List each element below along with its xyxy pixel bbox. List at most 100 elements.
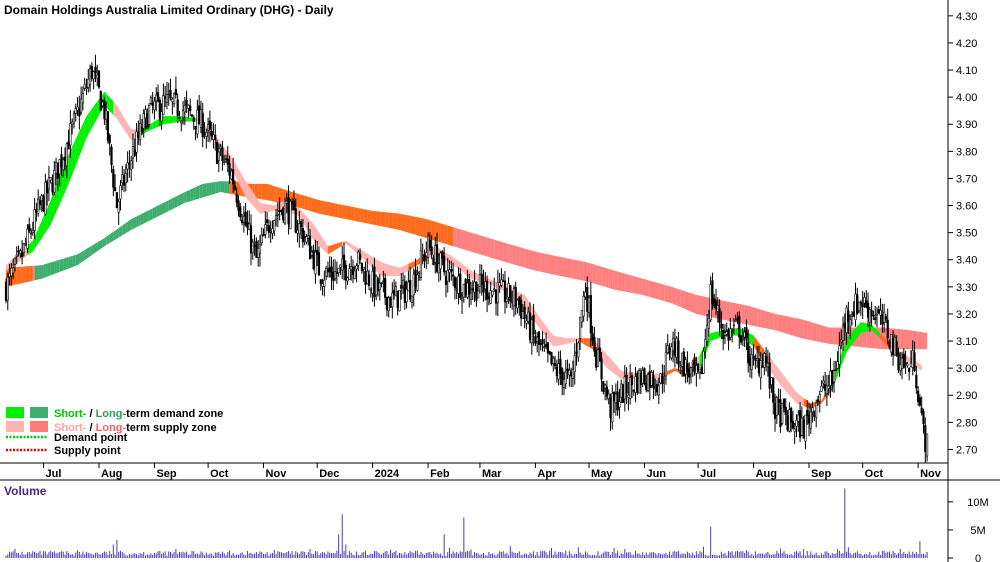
candle-body: [879, 309, 882, 316]
long-term-zone-segment: [834, 327, 836, 345]
candle-body: [51, 182, 54, 193]
short-term-zone-segment: [41, 216, 44, 239]
long-term-zone-segment: [533, 251, 536, 271]
candle-body: [326, 269, 330, 273]
candle-body: [612, 391, 616, 401]
long-term-zone-segment: [43, 264, 46, 278]
candle-body: [756, 358, 759, 362]
candle-body: [369, 289, 372, 292]
candle-body: [20, 252, 24, 258]
candle-body: [335, 271, 338, 275]
long-term-zone-segment: [485, 237, 488, 257]
volume-tick-label: 0: [975, 553, 981, 562]
candle-body: [289, 201, 292, 230]
long-term-zone-segment: [741, 304, 743, 324]
long-term-zone-segment: [528, 249, 531, 270]
candle-body: [262, 234, 265, 237]
candle-body: [779, 399, 782, 428]
long-term-zone-segment: [36, 265, 39, 280]
long-term-zone-segment: [199, 184, 201, 199]
long-term-zone-segment: [780, 315, 783, 333]
short-term-zone-segment: [851, 330, 854, 345]
long-term-zone-segment: [163, 201, 166, 214]
long-term-zone-segment: [551, 255, 554, 275]
candle-body: [883, 311, 886, 323]
long-term-zone-segment: [161, 202, 164, 215]
price-tick-label: 2.70: [956, 444, 977, 456]
long-term-zone-segment: [302, 195, 305, 210]
long-term-zone-segment: [701, 296, 704, 316]
candle-body: [757, 358, 761, 374]
candle-body: [303, 236, 306, 238]
long-term-zone-segment: [496, 240, 498, 260]
long-term-zone-segment: [57, 259, 60, 273]
short-term-zone-segment: [853, 328, 856, 343]
long-term-zone-segment: [644, 279, 647, 296]
candle-body: [58, 159, 61, 175]
candle-body: [264, 224, 267, 235]
long-term-zone-segment: [50, 261, 53, 276]
candle-body: [214, 134, 217, 140]
candle-body: [416, 274, 419, 291]
long-term-zone-segment: [828, 327, 831, 344]
long-term-zone-segment: [767, 311, 770, 330]
candle-body: [911, 350, 914, 368]
long-term-zone-segment: [260, 183, 262, 200]
candle-body: [69, 123, 72, 146]
long-term-zone-segment: [254, 183, 257, 199]
month-tick-label: Aug: [101, 468, 122, 480]
short-term-zone-segment: [113, 101, 116, 117]
candle-body: [287, 197, 290, 225]
long-term-zone-segment: [165, 201, 168, 213]
short-term-zone-segment: [791, 385, 793, 400]
candle-body: [10, 267, 13, 277]
long-term-zone-segment: [319, 200, 321, 214]
candle-body: [550, 352, 553, 365]
candle-body: [836, 361, 839, 369]
candle-body: [444, 276, 448, 285]
long-term-zone-segment: [422, 218, 425, 238]
long-term-zone-segment: [261, 183, 264, 200]
short-term-zone-segment: [335, 243, 337, 250]
candle-body: [224, 158, 228, 161]
candle-body: [684, 359, 687, 375]
candle-body: [764, 356, 768, 364]
long-term-zone-segment: [513, 245, 516, 265]
long-term-zone-segment: [16, 266, 19, 285]
long-term-zone-segment: [93, 243, 96, 254]
short-term-zone-segment: [780, 371, 783, 388]
candle-body: [196, 109, 199, 135]
long-term-zone-segment: [81, 251, 83, 263]
long-term-zone-segment: [351, 206, 354, 221]
short-term-zone-segment: [97, 99, 100, 119]
long-term-zone-segment: [583, 261, 586, 282]
long-term-zone-segment: [345, 205, 348, 220]
candle-body: [53, 169, 56, 193]
candle-body: [455, 288, 458, 291]
long-term-zone-segment: [106, 235, 108, 246]
candle-body: [56, 162, 59, 179]
candle-body: [401, 279, 405, 287]
candle-body: [13, 258, 17, 265]
long-term-zone-segment: [465, 231, 468, 251]
long-term-zone-segment: [34, 265, 37, 281]
short-term-zone-segment: [841, 348, 844, 367]
long-term-zone-segment: [342, 204, 345, 219]
candle-body: [418, 271, 421, 274]
long-term-zone-segment: [594, 264, 597, 285]
long-term-zone-segment: [120, 225, 123, 237]
candle-body: [888, 341, 891, 348]
candle-body: [727, 329, 730, 341]
short-term-zone-segment: [353, 245, 355, 252]
long-term-zone-segment: [360, 208, 362, 223]
candle-body: [561, 368, 564, 385]
short-term-zone-segment: [172, 116, 175, 123]
long-term-zone-segment: [608, 269, 611, 289]
short-term-zone-segment: [72, 142, 75, 175]
short-term-zone-segment: [619, 368, 622, 379]
long-term-zone-segment: [462, 229, 464, 250]
candle-body: [586, 286, 589, 312]
long-term-zone-segment: [537, 252, 540, 272]
short-term-zone-segment: [669, 369, 672, 374]
candle-body: [283, 200, 287, 224]
